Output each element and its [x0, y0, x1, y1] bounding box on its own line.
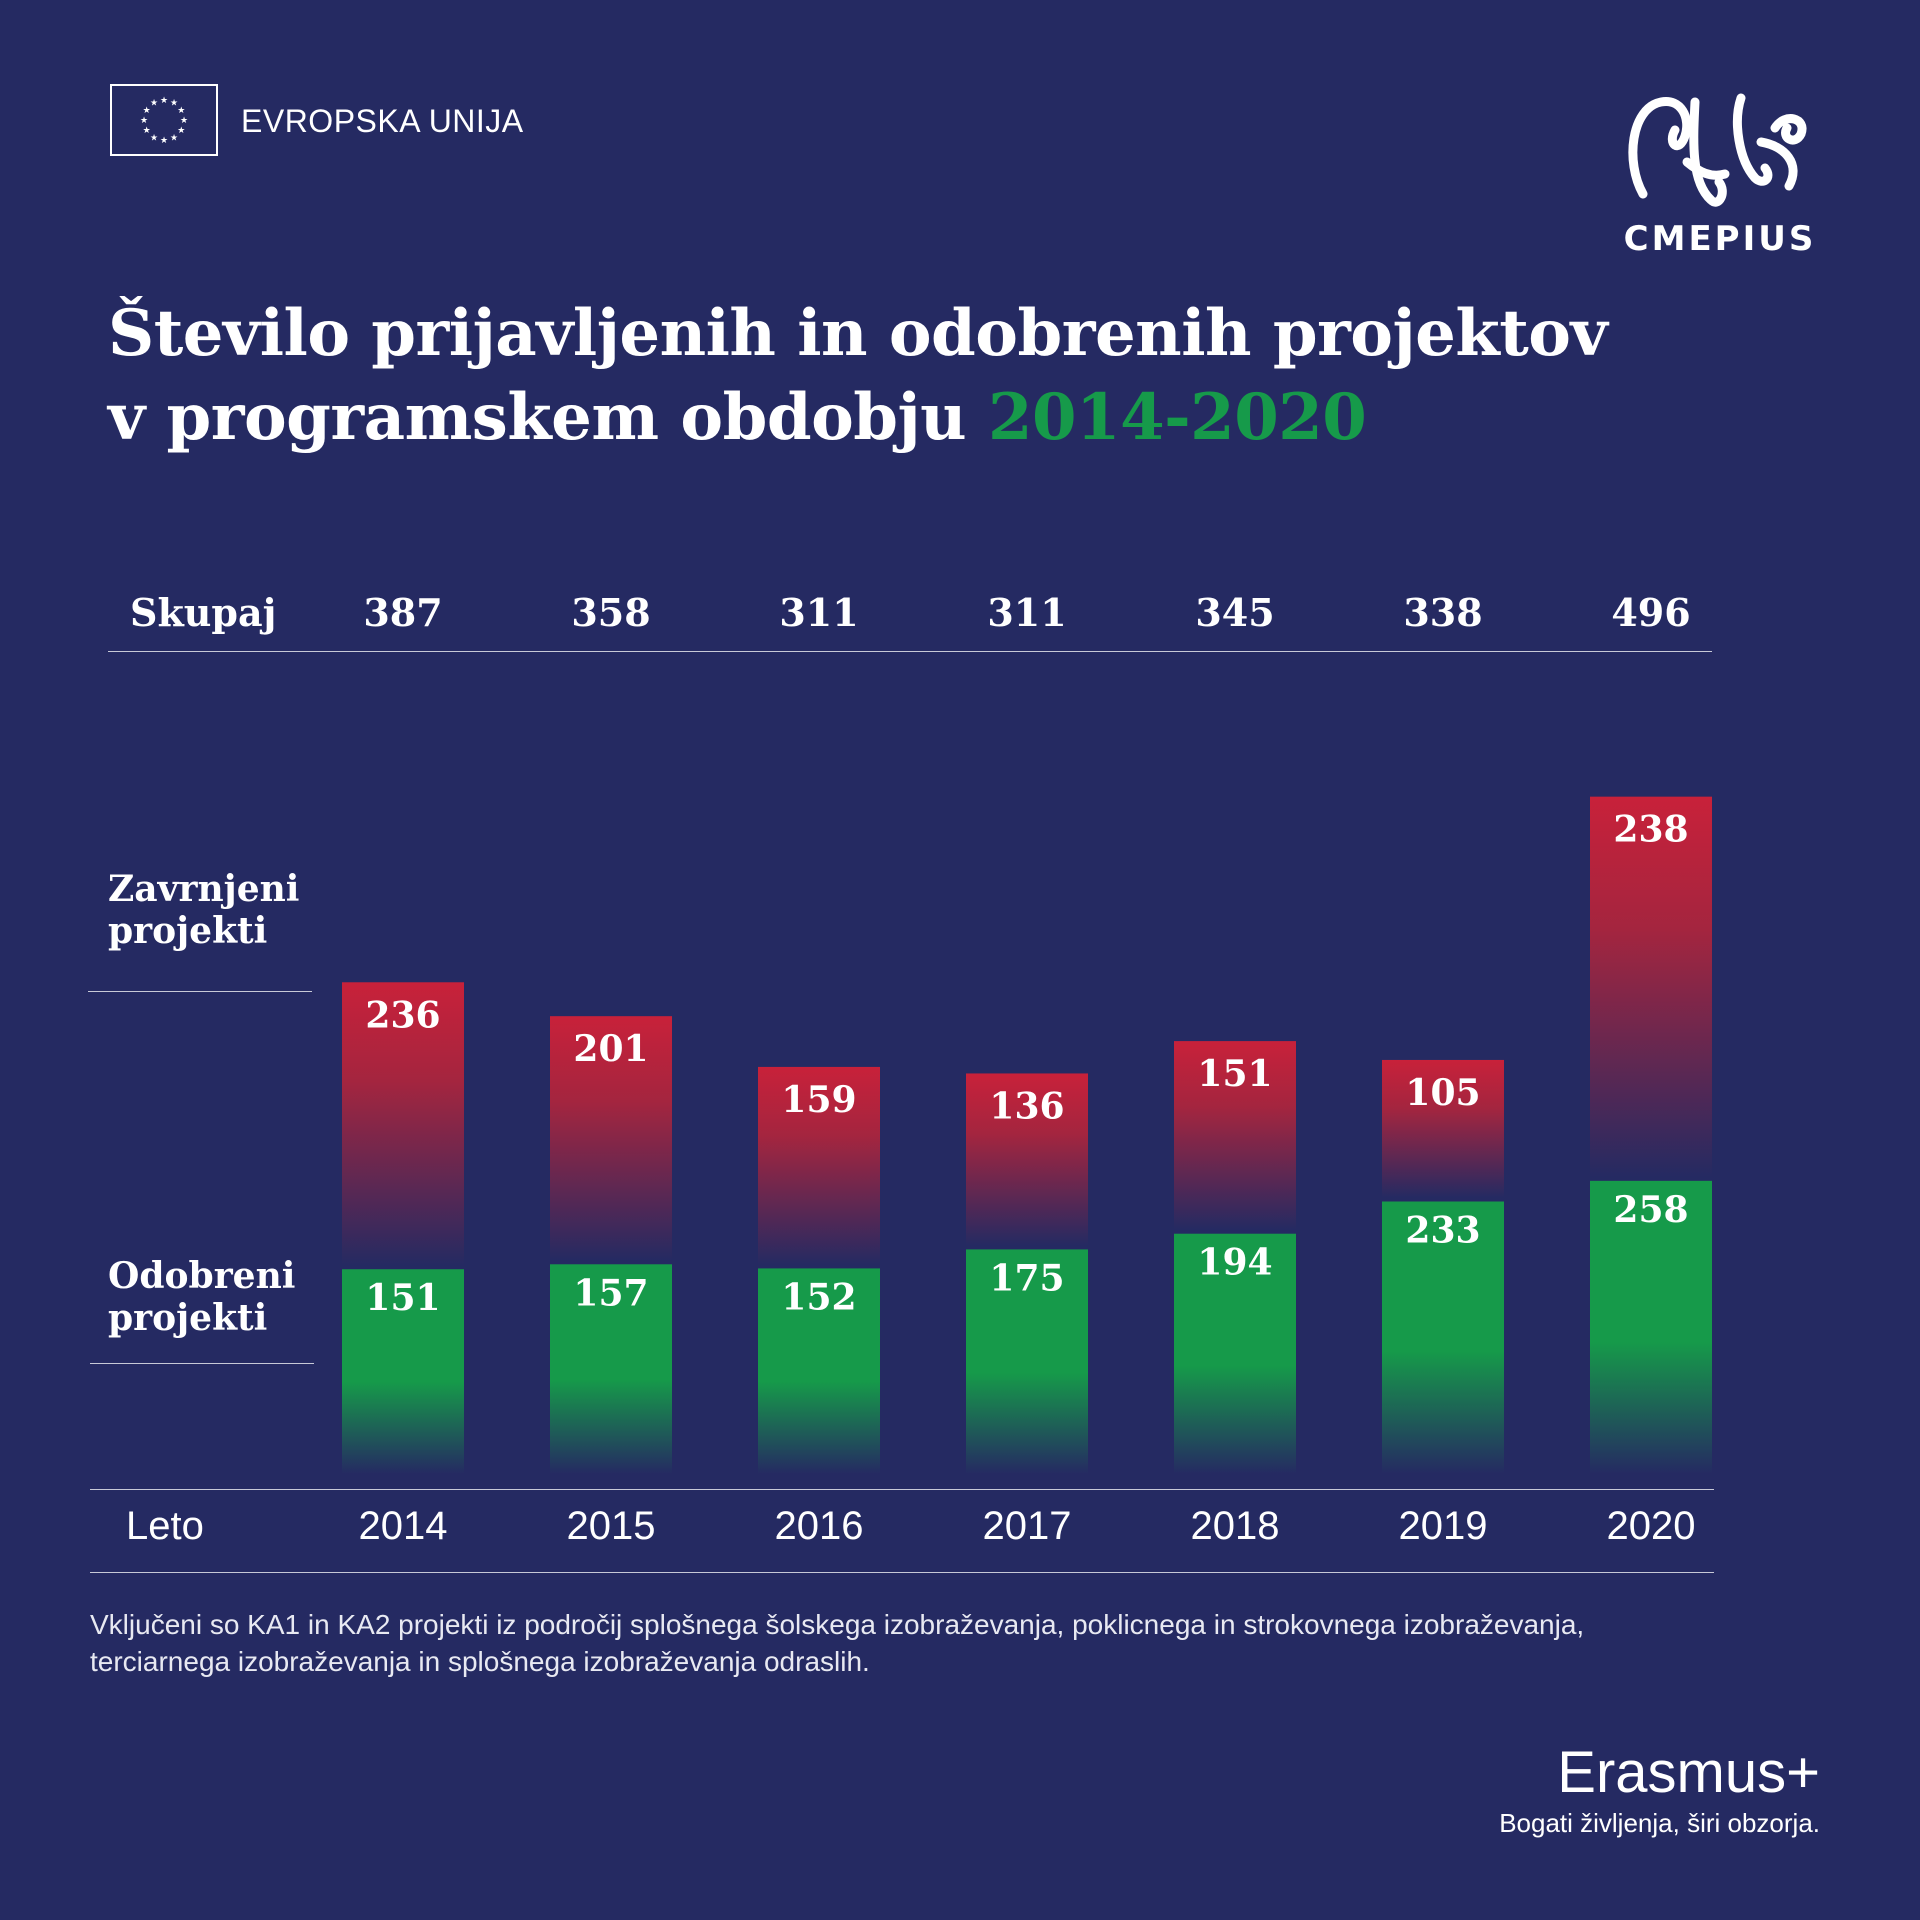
total-value-2016: 311	[779, 590, 859, 635]
year-label-2020: 2020	[1606, 1504, 1696, 1548]
bar-rejected-2014	[342, 982, 464, 1266]
bar-approved-2017	[966, 1249, 1088, 1474]
year-label-2018: 2018	[1190, 1504, 1280, 1548]
label-approved-2020: 258	[1613, 1189, 1688, 1231]
label-approved-2018: 194	[1197, 1242, 1272, 1284]
year-label-2015: 2015	[566, 1504, 656, 1548]
year-label-2016: 2016	[774, 1504, 864, 1548]
bar-rejected-2020	[1590, 796, 1712, 1177]
erasmus-tagline: Bogati življenja, širi obzorja.	[1499, 1808, 1820, 1838]
total-value-2020: 496	[1611, 590, 1691, 635]
total-value-2018: 345	[1195, 590, 1275, 635]
total-value-2019: 338	[1403, 590, 1483, 635]
eu-star: ★	[140, 115, 148, 125]
approved-label: Odobreni projekti	[108, 1255, 296, 1339]
bar-rejected-2015	[550, 1016, 672, 1261]
eu-star: ★	[177, 125, 185, 135]
bar-approved-2014	[342, 1269, 464, 1474]
year-label-2017: 2017	[982, 1504, 1072, 1548]
title-line-2-text: v programskem obdobju	[108, 380, 967, 455]
eu-star: ★	[170, 98, 178, 108]
bar-rejected-2019	[1382, 1059, 1504, 1198]
eu-star: ★	[160, 135, 168, 145]
divider-rejected	[88, 991, 312, 992]
total-value-2015: 358	[571, 590, 651, 635]
year-label-2019: 2019	[1398, 1504, 1488, 1548]
bar-rejected-2017	[966, 1073, 1088, 1246]
eu-star: ★	[150, 132, 158, 142]
eu-star: ★	[143, 125, 151, 135]
title-accent: 2014-2020	[987, 380, 1367, 455]
erasmus-brand: Erasmus+	[1557, 1740, 1820, 1805]
eu-star: ★	[177, 105, 185, 115]
label-approved-2014: 151	[365, 1277, 440, 1319]
eu-star: ★	[160, 95, 168, 105]
label-approved-2017: 175	[989, 1257, 1064, 1299]
year-row-label: Leto	[126, 1504, 204, 1548]
title-line-2: v programskem obdobju 2014-2020	[108, 376, 1748, 460]
label-approved-2016: 152	[781, 1276, 856, 1318]
total-value-2014: 387	[363, 590, 443, 635]
divider-axis	[90, 1489, 1714, 1490]
label-rejected-2020: 238	[1613, 809, 1688, 851]
rejected-label: Zavrnjeni projekti	[108, 868, 300, 952]
label-rejected-2015: 201	[573, 1028, 648, 1070]
divider-totals	[108, 651, 1712, 652]
bar-approved-2018	[1174, 1233, 1296, 1474]
logo-wordmark: CMEPIUS	[1624, 219, 1817, 259]
year-label-2014: 2014	[358, 1504, 448, 1548]
bar-approved-2020	[1590, 1180, 1712, 1474]
label-rejected-2014: 236	[365, 994, 440, 1036]
eu-flag-icon: ★ ★ ★ ★ ★ ★ ★ ★ ★ ★ ★ ★	[110, 84, 218, 156]
eu-star: ★	[143, 105, 151, 115]
label-rejected-2017: 136	[989, 1085, 1064, 1127]
total-value-2017: 311	[987, 590, 1067, 635]
bar-approved-2015	[550, 1264, 672, 1474]
eu-star: ★	[170, 132, 178, 142]
bar-approved-2016	[758, 1268, 880, 1474]
label-approved-2019: 233	[1405, 1209, 1480, 1251]
total-row-label: Skupaj	[130, 590, 277, 635]
divider-bottom	[90, 1572, 1714, 1573]
divider-approved	[90, 1363, 314, 1364]
label-rejected-2019: 105	[1405, 1072, 1480, 1114]
label-approved-2015: 157	[573, 1272, 648, 1314]
bar-approved-2019	[1382, 1201, 1504, 1474]
page-title: Število prijavljenih in odobrenih projek…	[108, 292, 1748, 460]
eu-label: EVROPSKA UNIJA	[241, 103, 524, 139]
footnote: Vključeni so KA1 in KA2 projekti iz podr…	[90, 1609, 1585, 1677]
title-line-1: Število prijavljenih in odobrenih projek…	[108, 296, 1608, 371]
eu-star: ★	[150, 98, 158, 108]
label-rejected-2018: 151	[1197, 1053, 1272, 1095]
bar-rejected-2018	[1174, 1041, 1296, 1230]
eu-star: ★	[180, 115, 188, 125]
bar-rejected-2016	[758, 1066, 880, 1265]
label-rejected-2016: 159	[781, 1079, 856, 1121]
cmepius-logo-icon: CMEPIUS	[1615, 82, 1825, 262]
